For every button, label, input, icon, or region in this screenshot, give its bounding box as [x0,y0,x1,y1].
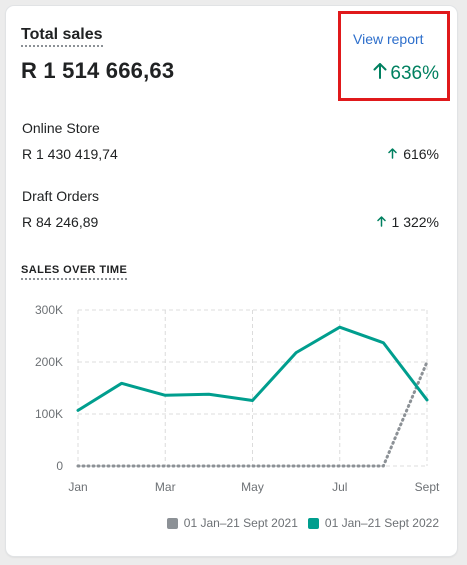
legend-label-2022: 01 Jan–21 Sept 2022 [324,516,439,530]
arrow-up-icon [373,63,387,85]
x-tick-label: Jan [68,480,87,494]
x-tick-label: May [241,480,264,494]
total-change-pct: 636% [390,63,439,84]
legend-item-2022[interactable]: 01 Jan–21 Sept 2022 [307,516,439,530]
draft-orders-change: 1 322% [376,214,439,230]
chart-title: SALES OVER TIME [21,264,128,280]
draft-orders-label: Draft Orders [22,188,100,204]
y-tick-label: 0 [56,459,63,473]
legend-label-2021: 01 Jan–21 Sept 2021 [183,516,298,530]
online-store-change: 616% [388,146,439,162]
draft-orders-value: R 84 246,89 [22,214,99,230]
arrow-up-icon [376,215,386,230]
card-title: Total sales [21,26,103,47]
draft-orders-pct: 1 322% [391,214,439,230]
x-tick-label: Sept [415,480,440,494]
view-report-link[interactable]: View report [353,31,424,47]
online-store-label: Online Store [22,120,100,136]
highlight-box [338,11,450,101]
chart-legend: 01 Jan–21 Sept 2021 01 Jan–21 Sept 2022 [166,516,439,530]
online-store-value: R 1 430 419,74 [22,146,118,162]
total-sales-value: R 1 514 666,63 [21,58,175,83]
total-sales-card [6,6,457,556]
y-tick-label: 100K [35,407,63,421]
x-tick-label: Mar [155,480,176,494]
legend-item-2021[interactable]: 01 Jan–21 Sept 2021 [166,516,298,530]
total-change: 636% [373,63,439,85]
x-tick-label: Jul [332,480,347,494]
legend-swatch-2021 [166,517,178,529]
legend-swatch-2022 [307,517,319,529]
y-tick-label: 200K [35,355,63,369]
online-store-pct: 616% [403,146,439,162]
arrow-up-icon [388,147,397,162]
sales-over-time-chart: 0 100K 200K 300K Jan Mar May Jul Sept [35,303,440,494]
y-tick-label: 300K [35,303,63,317]
